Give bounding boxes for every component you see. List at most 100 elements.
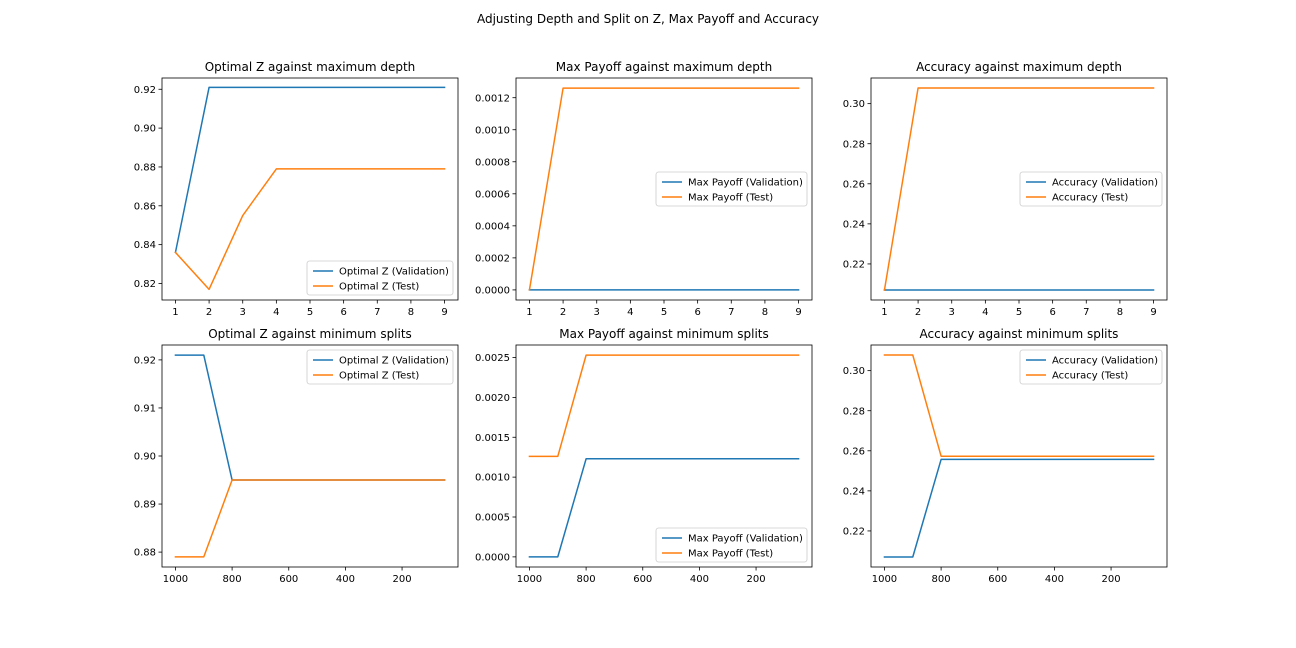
x-tick-label: 3 <box>594 307 600 318</box>
y-tick-label: 0.91 <box>134 404 156 415</box>
axes-frame <box>515 77 813 301</box>
x-tick-label: 5 <box>1016 307 1022 318</box>
y-tick-label: 0.0002 <box>475 253 510 264</box>
x-tick-label: 2 <box>915 307 921 318</box>
y-tick-label: 0.22 <box>843 527 865 538</box>
legend-box <box>306 349 454 385</box>
subplot-3: Accuracy against maximum depth 1 2 3 4 5 6 7 8 9 0… <box>843 60 1168 318</box>
x-tick-label: 800 <box>932 574 951 585</box>
x-tick-label: 600 <box>279 574 298 585</box>
x-tick-label: 1000 <box>517 574 542 585</box>
y-tick-label: 0.88 <box>134 548 156 559</box>
x-tick-label: 1 <box>172 307 178 318</box>
legend-label: Accuracy (Test) <box>1052 371 1128 382</box>
subplot-title: Accuracy against minimum splits <box>920 327 1119 341</box>
y-tick-label: 0.30 <box>843 366 865 377</box>
x-tick-label: 9 <box>1150 307 1156 318</box>
subplot-title: Optimal Z against minimum splits <box>208 327 412 341</box>
x-tick-label: 800 <box>223 574 242 585</box>
legend-label: Optimal Z (Test) <box>339 282 419 293</box>
x-tick-label: 1 <box>881 307 887 318</box>
x-tick-label: 400 <box>690 574 709 585</box>
x-tick-label: 6 <box>694 307 700 318</box>
subplot-title: Max Payoff against minimum splits <box>559 327 769 341</box>
y-tick-label: 0.0008 <box>475 157 510 168</box>
subplot-5: Max Payoff against minimum splits 1000 800… <box>475 327 813 585</box>
axes-frame <box>161 77 459 301</box>
legend: Accuracy (Validation) Accuracy (Test) <box>1019 349 1163 385</box>
legend-label: Max Payoff (Test) <box>688 549 773 560</box>
x-tick-label: 7 <box>728 307 734 318</box>
legend-label: Max Payoff (Validation) <box>688 178 803 189</box>
legend: Max Payoff (Validation) Max Payoff (Test) <box>655 171 808 207</box>
y-tick-label: 0.86 <box>134 201 156 212</box>
x-tick-label: 200 <box>1102 574 1121 585</box>
y-tick-label: 0.28 <box>843 406 865 417</box>
y-tick-label: 0.0020 <box>475 393 510 404</box>
x-tick-label: 4 <box>982 307 988 318</box>
x-tick-label: 200 <box>747 574 766 585</box>
x-tick-label: 2 <box>206 307 212 318</box>
x-tick-label: 9 <box>441 307 447 318</box>
x-tick-label: 1000 <box>872 574 897 585</box>
y-tick-label: 0.0012 <box>475 93 510 104</box>
y-tick-label: 0.0000 <box>475 286 510 297</box>
series-line-1 <box>528 458 800 558</box>
legend-box <box>655 527 808 563</box>
legend-label: Max Payoff (Test) <box>688 193 773 204</box>
x-tick-label: 4 <box>273 307 279 318</box>
y-tick-label: 0.90 <box>134 124 156 135</box>
y-tick-label: 0.0006 <box>475 189 510 200</box>
legend: Accuracy (Validation) Accuracy (Test) <box>1019 171 1163 207</box>
legend-box <box>1019 171 1163 207</box>
y-tick-label: 0.28 <box>843 139 865 150</box>
x-tick-label: 8 <box>1117 307 1123 318</box>
x-tick-label: 4 <box>627 307 633 318</box>
axes-frame <box>515 344 813 568</box>
legend-label: Max Payoff (Validation) <box>688 534 803 545</box>
x-tick-label: 400 <box>336 574 355 585</box>
legend-label: Optimal Z (Validation) <box>339 356 449 367</box>
legend-label: Accuracy (Validation) <box>1052 178 1158 189</box>
series-line-1 <box>883 458 1155 558</box>
y-tick-label: 0.92 <box>134 355 156 366</box>
x-tick-label: 800 <box>577 574 596 585</box>
legend-label: Accuracy (Test) <box>1052 193 1128 204</box>
legend: Max Payoff (Validation) Max Payoff (Test) <box>655 527 808 563</box>
y-tick-label: 0.88 <box>134 163 156 174</box>
x-tick-label: 200 <box>393 574 412 585</box>
y-tick-label: 0.26 <box>843 446 865 457</box>
series-line-2 <box>883 87 1155 291</box>
x-tick-label: 3 <box>240 307 246 318</box>
x-tick-label: 9 <box>795 307 801 318</box>
x-tick-label: 6 <box>340 307 346 318</box>
subplot-title: Optimal Z against maximum depth <box>205 60 416 74</box>
axes-frame <box>870 77 1168 301</box>
y-tick-label: 0.90 <box>134 452 156 463</box>
subplot-title: Accuracy against maximum depth <box>916 60 1122 74</box>
x-tick-label: 1 <box>526 307 532 318</box>
series-line-2 <box>174 168 446 291</box>
x-tick-label: 1000 <box>163 574 188 585</box>
y-tick-label: 0.30 <box>843 99 865 110</box>
subplot-title: Max Payoff against maximum depth <box>556 60 772 74</box>
x-tick-label: 5 <box>307 307 313 318</box>
x-tick-label: 8 <box>762 307 768 318</box>
y-tick-label: 0.84 <box>134 240 156 251</box>
y-tick-label: 0.0004 <box>475 221 510 232</box>
y-tick-label: 0.89 <box>134 500 156 511</box>
subplot-1: Optimal Z against maximum depth 1 2 3 4 5 6 7 8 9… <box>134 60 459 318</box>
series-line-2 <box>174 479 446 558</box>
y-tick-label: 0.22 <box>843 260 865 271</box>
x-tick-label: 7 <box>374 307 380 318</box>
axes-frame <box>161 344 459 568</box>
x-tick-label: 7 <box>1083 307 1089 318</box>
series-line-1 <box>174 86 446 254</box>
x-tick-label: 600 <box>988 574 1007 585</box>
y-tick-label: 0.0000 <box>475 552 510 563</box>
subplot-6: Accuracy against minimum splits 1000 800 60… <box>843 327 1168 585</box>
legend-box <box>655 171 808 207</box>
x-tick-label: 400 <box>1045 574 1064 585</box>
y-tick-label: 0.24 <box>843 486 865 497</box>
x-tick-label: 8 <box>408 307 414 318</box>
